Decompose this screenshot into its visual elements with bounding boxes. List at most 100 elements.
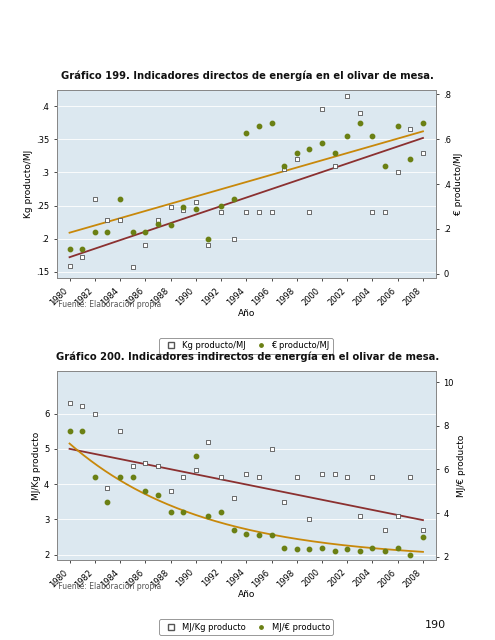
Point	[318, 543, 326, 553]
Point	[381, 161, 389, 171]
Point	[78, 252, 86, 262]
Text: Gráfico 200. Indicadores indirectos de energía en el olivar de mesa.: Gráfico 200. Indicadores indirectos de e…	[56, 351, 439, 362]
Point	[419, 118, 427, 128]
Point	[141, 486, 149, 496]
Point	[280, 543, 288, 553]
Point	[406, 550, 414, 560]
Y-axis label: MJ/Kg producto: MJ/Kg producto	[32, 431, 41, 500]
Point	[103, 483, 111, 493]
Point	[305, 144, 313, 154]
Point	[129, 461, 137, 472]
Point	[167, 508, 175, 518]
Point	[129, 472, 137, 482]
Point	[141, 458, 149, 468]
Legend: MJ/Kg producto, MJ/€ producto: MJ/Kg producto, MJ/€ producto	[159, 620, 333, 635]
Point	[204, 511, 212, 521]
Point	[179, 202, 187, 212]
Point	[293, 472, 300, 482]
Point	[103, 215, 111, 225]
Point	[154, 219, 162, 229]
Point	[116, 426, 124, 436]
X-axis label: Año: Año	[238, 591, 255, 600]
Point	[318, 138, 326, 148]
Point	[331, 546, 339, 556]
Point	[192, 465, 199, 475]
Point	[167, 202, 175, 212]
Point	[394, 167, 401, 177]
Point	[381, 207, 389, 217]
Point	[230, 194, 238, 204]
Point	[394, 511, 401, 521]
Point	[204, 240, 212, 250]
Point	[394, 121, 401, 131]
Point	[331, 468, 339, 479]
Text: Gráfico 199. Indicadores directos de energía en el olivar de mesa.: Gráfico 199. Indicadores directos de ene…	[61, 71, 434, 81]
Point	[356, 118, 364, 128]
Point	[255, 121, 263, 131]
Point	[267, 530, 275, 540]
Point	[280, 161, 288, 171]
Point	[419, 525, 427, 535]
Point	[344, 91, 351, 101]
Point	[78, 426, 86, 436]
Point	[103, 227, 111, 237]
Point	[280, 497, 288, 507]
Point	[305, 544, 313, 554]
Point	[318, 104, 326, 115]
Point	[217, 508, 225, 518]
Point	[78, 243, 86, 253]
Point	[368, 472, 376, 482]
Point	[344, 131, 351, 141]
Point	[167, 486, 175, 496]
Point	[154, 215, 162, 225]
Point	[242, 468, 250, 479]
Point	[91, 227, 99, 237]
Point	[230, 234, 238, 244]
Point	[129, 227, 137, 237]
Point	[230, 493, 238, 504]
Point	[65, 398, 73, 408]
Point	[356, 511, 364, 521]
Point	[141, 240, 149, 250]
Point	[217, 472, 225, 482]
Point	[65, 261, 73, 271]
Point	[103, 497, 111, 507]
Point	[368, 543, 376, 553]
Point	[116, 215, 124, 225]
Point	[368, 207, 376, 217]
Point	[381, 525, 389, 535]
Point	[65, 426, 73, 436]
Point	[154, 461, 162, 472]
Point	[419, 532, 427, 542]
Legend: Kg producto/MJ, € producto/MJ: Kg producto/MJ, € producto/MJ	[159, 338, 333, 353]
Point	[65, 243, 73, 253]
Point	[255, 207, 263, 217]
Point	[406, 472, 414, 482]
Point	[255, 530, 263, 540]
Point	[331, 147, 339, 157]
Point	[394, 543, 401, 553]
Point	[368, 131, 376, 141]
Point	[179, 204, 187, 214]
Point	[78, 401, 86, 412]
Point	[356, 546, 364, 556]
Point	[116, 472, 124, 482]
Y-axis label: Kg producto/MJ: Kg producto/MJ	[24, 150, 33, 218]
Y-axis label: € producto/MJ: € producto/MJ	[454, 153, 463, 215]
Point	[406, 154, 414, 164]
Point	[255, 472, 263, 482]
Point	[217, 200, 225, 211]
Point	[293, 147, 300, 157]
Point	[154, 490, 162, 500]
Point	[91, 472, 99, 482]
Point	[331, 161, 339, 171]
Point	[242, 207, 250, 217]
Point	[267, 207, 275, 217]
Point	[141, 227, 149, 237]
Point	[192, 451, 199, 461]
Point	[204, 234, 212, 244]
Point	[356, 108, 364, 118]
Point	[267, 444, 275, 454]
Point	[217, 207, 225, 217]
Point	[230, 525, 238, 535]
